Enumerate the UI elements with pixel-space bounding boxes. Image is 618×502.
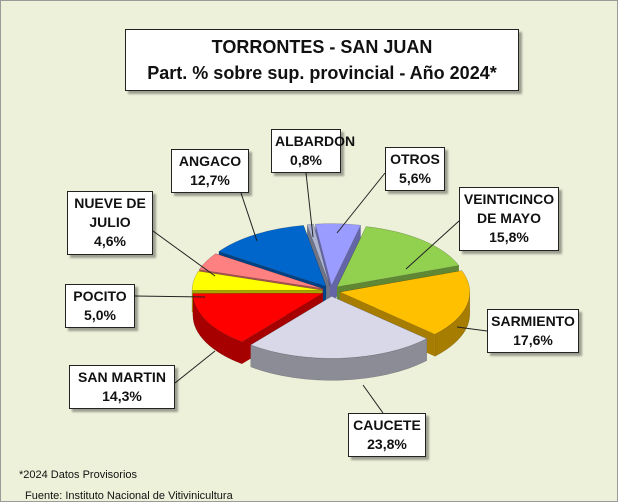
slice (306, 223, 330, 286)
value-label: 12,7% (190, 172, 230, 188)
leader-line (362, 384, 384, 414)
leader-line (240, 192, 258, 242)
data-label: SAN MARTIN 14,3% (69, 365, 175, 409)
leader-line (456, 326, 488, 332)
chart-subtitle: Part. % sobre sup. provincial - Año 2024… (147, 63, 497, 83)
leader-line (152, 230, 216, 277)
leader-line (305, 172, 314, 238)
leader-line (405, 220, 460, 270)
data-label: ALBARDON 0,8% (271, 129, 356, 173)
data-label: NUEVE DE JULIO 4,6% (67, 191, 153, 255)
slice (315, 223, 362, 287)
value-label: 0,8% (290, 152, 322, 168)
value-label: 23,8% (367, 436, 407, 452)
category-label: OTROS (390, 151, 440, 167)
category-label: SARMIENTO (491, 313, 575, 329)
data-label: CAUCETE 23,8% (348, 413, 426, 457)
category-label: VEINTICINCO DE MAYO (463, 191, 555, 226)
slice (198, 253, 323, 289)
data-label: POCITO 5,0% (65, 284, 135, 328)
title-box: TORRONTES - SAN JUAN Part. % sobre sup. … (125, 29, 519, 91)
leader-line (336, 172, 386, 234)
value-label: 5,6% (399, 170, 431, 186)
category-label: CAUCETE (353, 417, 421, 433)
slice (336, 226, 460, 288)
chart-title: TORRONTES - SAN JUAN (211, 37, 433, 57)
value-label: 14,3% (102, 388, 142, 404)
leader-line (174, 350, 216, 384)
slice (191, 270, 323, 291)
category-label: SAN MARTIN (78, 369, 166, 385)
value-label: 4,6% (94, 233, 126, 249)
category-label: NUEVE DE JULIO (74, 195, 146, 230)
value-label: 15,8% (489, 229, 529, 245)
source-note: Fuente: Instituto Nacional de Vitivinicu… (25, 490, 233, 502)
data-label: VEINTICINCO DE MAYO 15,8% (459, 187, 559, 251)
value-label: 5,0% (84, 307, 116, 323)
data-label: ANGACO 12,7% (171, 149, 249, 193)
category-label: POCITO (73, 288, 127, 304)
data-label: OTROS 5,6% (385, 147, 445, 191)
value-label: 17,6% (513, 332, 553, 348)
category-label: ANGACO (178, 153, 242, 169)
slice (338, 270, 471, 335)
data-label: SARMIENTO 17,6% (487, 309, 579, 353)
footnote: *2024 Datos Provisorios (19, 469, 138, 481)
category-label: ALBARDON (275, 133, 356, 149)
leader-line (134, 295, 206, 298)
slice (250, 296, 428, 359)
slice (218, 225, 327, 287)
